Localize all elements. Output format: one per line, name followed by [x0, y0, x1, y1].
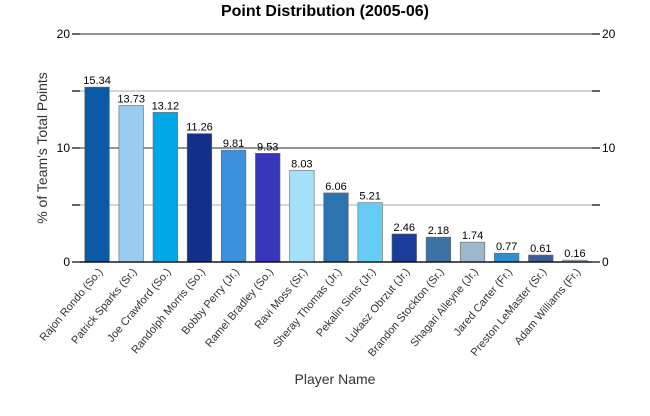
bar-value-label: 8.03	[291, 158, 312, 170]
bar	[118, 105, 144, 263]
bars	[84, 86, 588, 263]
bar-value-label: 2.46	[394, 222, 415, 234]
chart-title: Point Distribution (2005-06)	[221, 3, 429, 20]
category-label: Pekalin Sims (Jr.)	[314, 266, 378, 339]
category-label: Rajon Rondo (So.)	[38, 266, 106, 344]
y-axis-label: % of Team's Total Points	[34, 72, 50, 224]
bar-value-label: 15.34	[83, 75, 111, 87]
bar-value-label: 0.16	[564, 248, 585, 260]
left-tick-label: 10	[57, 141, 71, 155]
bar	[391, 233, 417, 263]
category-label: Lukasz Obrzut (Jr.)	[344, 266, 413, 345]
bar-value-label: 9.81	[223, 138, 244, 150]
right-tick-label: 0	[602, 255, 609, 269]
bar	[357, 202, 383, 263]
bar	[289, 170, 315, 263]
left-tick-label: 20	[57, 27, 71, 41]
bar-value-label: 5.21	[359, 191, 380, 203]
axis-ticks: 0 0 10 10 20 20	[57, 27, 616, 269]
bar	[152, 112, 178, 263]
bar-value-label: 13.12	[152, 100, 180, 112]
bar-value-labels: 15.34 13.73 13.12 11.26 9.81 9.53 8.03 6.06 5.21…	[83, 75, 585, 260]
bar-value-label: 13.73	[117, 93, 145, 105]
category-label: Joe Crawford (So.)	[105, 266, 174, 344]
category-label: Jared Carter (Fr.)	[452, 266, 515, 338]
category-label: Adam Williams (Fr.)	[512, 266, 583, 347]
x-axis-label: Player Name	[295, 371, 376, 387]
bar	[323, 192, 349, 263]
right-tick-label: 10	[602, 141, 616, 155]
bar	[494, 252, 520, 263]
bar	[84, 86, 110, 263]
bar-value-label: 6.06	[325, 181, 346, 193]
bar	[425, 236, 451, 263]
bar	[221, 149, 247, 263]
bar	[528, 254, 554, 263]
category-labels: Rajon Rondo (So.)Patrick Sparks (Sr.)Joe…	[38, 266, 584, 359]
bar-value-label: 0.77	[496, 241, 517, 253]
bar-value-label: 0.61	[530, 243, 551, 255]
bar-value-label: 2.18	[428, 225, 449, 237]
bar	[186, 133, 213, 263]
right-tick-label: 20	[602, 27, 616, 41]
bar	[255, 153, 281, 263]
category-label: Patrick Sparks (Sr.)	[69, 266, 139, 346]
bar	[459, 241, 486, 263]
bar-value-label: 11.26	[186, 122, 213, 134]
bar-value-label: 9.53	[257, 141, 278, 153]
bar-value-label: 1.74	[462, 230, 483, 242]
left-tick-label: 0	[63, 255, 70, 269]
